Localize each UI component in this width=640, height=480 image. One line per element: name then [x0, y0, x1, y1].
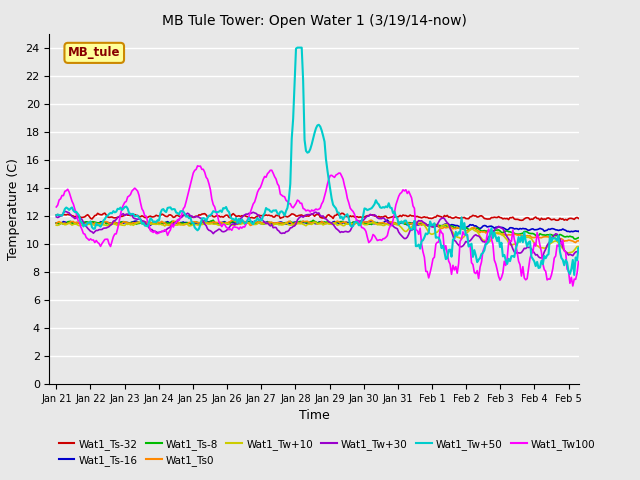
Wat1_Ts0: [52, 220, 60, 226]
Wat1_Tw+10: [598, 251, 605, 257]
Wat1_Ts-32: [52, 212, 60, 218]
Wat1_Ts-8: [88, 219, 96, 225]
Wat1_Ts-32: [588, 219, 595, 225]
Wat1_Tw+50: [525, 240, 532, 245]
Wat1_Tw100: [599, 255, 607, 261]
Wat1_Tw+50: [52, 212, 60, 218]
Wat1_Ts-16: [525, 228, 532, 233]
Wat1_Tw+30: [589, 268, 596, 274]
Wat1_Ts-16: [71, 220, 79, 226]
Line: Wat1_Ts-8: Wat1_Ts-8: [56, 220, 603, 240]
Wat1_Ts0: [593, 242, 601, 248]
Wat1_Ts-8: [598, 237, 605, 242]
Wat1_Tw+10: [71, 221, 79, 227]
Wat1_Tw+10: [525, 234, 532, 240]
Wat1_Ts-16: [383, 217, 391, 223]
Wat1_Ts-8: [595, 237, 602, 242]
Wat1_Tw+50: [444, 255, 451, 261]
Legend: Wat1_Ts-32, Wat1_Ts-16, Wat1_Ts-8, Wat1_Ts0, Wat1_Tw+10, Wat1_Tw+30, Wat1_Tw+50,: Wat1_Ts-32, Wat1_Ts-16, Wat1_Ts-8, Wat1_…: [54, 435, 600, 470]
Y-axis label: Temperature (C): Temperature (C): [7, 158, 20, 260]
Wat1_Ts-32: [71, 214, 79, 220]
Wat1_Tw100: [335, 170, 342, 176]
Wat1_Tw+30: [52, 214, 60, 220]
Wat1_Tw100: [88, 237, 96, 243]
Wat1_Ts0: [598, 241, 605, 247]
Wat1_Tw+10: [88, 222, 96, 228]
Wat1_Ts-8: [525, 230, 532, 236]
Wat1_Ts-8: [209, 217, 217, 223]
Wat1_Tw+30: [444, 220, 451, 226]
Line: Wat1_Tw+30: Wat1_Tw+30: [56, 211, 603, 271]
Wat1_Ts-32: [598, 216, 605, 221]
Wat1_Ts-8: [444, 223, 451, 229]
Wat1_Ts-32: [599, 216, 607, 222]
Wat1_Tw100: [598, 271, 605, 277]
Wat1_Tw+50: [599, 262, 607, 268]
Wat1_Tw100: [525, 266, 532, 272]
Wat1_Tw+30: [90, 230, 97, 236]
Wat1_Tw+30: [335, 228, 342, 234]
Wat1_Ts0: [333, 218, 341, 224]
Wat1_Tw100: [194, 163, 202, 168]
Wat1_Ts-16: [599, 230, 607, 236]
Wat1_Tw100: [71, 206, 79, 212]
Wat1_Ts-32: [88, 216, 96, 222]
Wat1_Tw+50: [598, 269, 605, 275]
Wat1_Ts-16: [333, 220, 341, 226]
Wat1_Ts-32: [335, 213, 342, 218]
Wat1_Tw+10: [52, 222, 60, 228]
Text: MB_tule: MB_tule: [68, 47, 120, 60]
Wat1_Tw+50: [88, 224, 96, 230]
Wat1_Ts-8: [599, 237, 607, 242]
Wat1_Tw+30: [525, 245, 532, 251]
Wat1_Ts-32: [101, 210, 109, 216]
Wat1_Ts0: [88, 220, 96, 226]
Wat1_Tw100: [593, 285, 601, 291]
Wat1_Ts0: [525, 233, 532, 239]
Wat1_Tw+10: [599, 250, 607, 255]
Wat1_Ts0: [368, 217, 376, 223]
Wat1_Tw+30: [72, 215, 80, 221]
Line: Wat1_Ts-16: Wat1_Ts-16: [56, 220, 603, 234]
Wat1_Tw+50: [294, 45, 301, 50]
Wat1_Tw+10: [415, 219, 422, 225]
Wat1_Ts0: [444, 225, 451, 230]
Line: Wat1_Tw+10: Wat1_Tw+10: [56, 222, 603, 257]
Line: Wat1_Tw100: Wat1_Tw100: [56, 166, 603, 288]
Wat1_Tw+30: [598, 261, 605, 266]
Wat1_Ts-16: [579, 231, 587, 237]
Wat1_Ts-32: [444, 213, 451, 218]
Wat1_Ts-8: [335, 219, 342, 225]
X-axis label: Time: Time: [299, 409, 330, 422]
Line: Wat1_Ts0: Wat1_Ts0: [56, 220, 603, 245]
Wat1_Tw+10: [592, 254, 600, 260]
Wat1_Tw+30: [61, 208, 68, 214]
Line: Wat1_Tw+50: Wat1_Tw+50: [56, 48, 603, 275]
Wat1_Tw+50: [71, 209, 79, 215]
Wat1_Tw+10: [444, 222, 451, 228]
Wat1_Ts-32: [525, 215, 532, 221]
Wat1_Ts0: [71, 220, 79, 226]
Wat1_Tw100: [444, 251, 451, 256]
Wat1_Ts-16: [88, 219, 96, 225]
Wat1_Ts-16: [598, 230, 605, 236]
Wat1_Ts-16: [52, 220, 60, 226]
Wat1_Tw+50: [335, 210, 342, 216]
Wat1_Ts0: [599, 241, 607, 247]
Wat1_Tw100: [52, 204, 60, 210]
Wat1_Tw+30: [599, 257, 607, 263]
Wat1_Ts-8: [71, 221, 79, 227]
Line: Wat1_Ts-32: Wat1_Ts-32: [56, 213, 603, 222]
Title: MB Tule Tower: Open Water 1 (3/19/14-now): MB Tule Tower: Open Water 1 (3/19/14-now…: [162, 14, 467, 28]
Wat1_Tw+10: [333, 222, 341, 228]
Wat1_Tw+50: [595, 272, 602, 278]
Wat1_Ts-16: [444, 221, 451, 227]
Wat1_Ts-8: [52, 220, 60, 226]
